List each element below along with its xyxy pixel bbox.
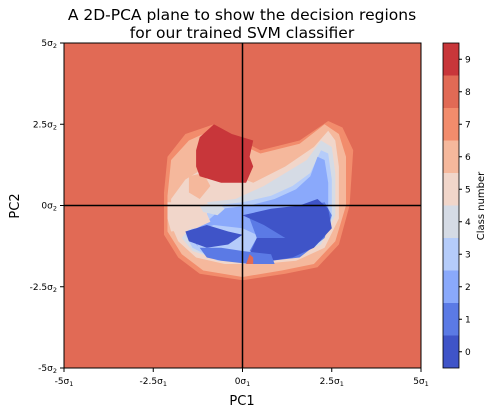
x-tick-label-2: 0σ1: [235, 377, 251, 388]
chart-title-line-2: for our trained SVM classifier: [130, 24, 355, 42]
decision-region-class-0-9: [185, 225, 243, 248]
plot-area: [63, 42, 422, 369]
x-tick-label-0: -5σ1: [55, 377, 74, 388]
y-tick-label-2: 0σ2: [41, 202, 57, 213]
decision-region-class-6-12: [188, 173, 211, 199]
decision-region-class-5-11: [167, 202, 211, 232]
decision-region-class-9-15: [196, 124, 254, 183]
colorbar-swatch-1: [443, 303, 459, 336]
decision-region-class-8-14: [246, 254, 254, 264]
colorbar-swatch-4: [443, 205, 459, 238]
y-axis: 5σ2 2.5σ2 0σ2 -2.5σ2 -5σ2: [30, 39, 64, 375]
colorbar-swatch-7: [443, 108, 459, 141]
colorbar-label: Class number: [476, 171, 487, 240]
x-tick-label-1: -2.5σ1: [140, 377, 167, 388]
colorbar-swatch-5: [443, 173, 459, 206]
colorbar-swatch-6: [443, 140, 459, 173]
colorbar-tick-label-9: 9: [465, 55, 471, 65]
chart-title-line-1: A 2D-PCA plane to show the decision regi…: [68, 6, 416, 24]
colorbar-tick-label-0: 0: [465, 348, 471, 358]
decision-region-class-1-10: [199, 247, 275, 264]
x-axis: -5σ1 -2.5σ1 0σ1 2.5σ1 5σ1: [55, 368, 429, 388]
colorbar-swatch-3: [443, 238, 459, 271]
colorbar-frame: [442, 42, 460, 369]
colorbar-swatch-0: [443, 335, 459, 368]
colorbar-tick-label-5: 5: [465, 185, 471, 195]
y-tick-label-3: -2.5σ2: [30, 283, 57, 294]
x-tick-label-4: 5σ1: [413, 377, 429, 388]
y-axis-label: PC2: [8, 193, 23, 218]
decision-region-class-0-8: [242, 199, 332, 261]
colorbar-tick-label-6: 6: [465, 153, 471, 163]
colorbar-tick-label-4: 4: [465, 218, 471, 228]
colorbar-tick-label-8: 8: [465, 88, 471, 98]
colorbar-tick-label-3: 3: [465, 250, 471, 260]
y-tick-label-4: -5σ2: [38, 364, 57, 375]
colorbar-tick-label-1: 1: [465, 315, 471, 325]
colorbar-swatch-2: [443, 270, 459, 303]
colorbar-tick-label-2: 2: [465, 283, 471, 293]
x-axis-label: PC1: [229, 394, 254, 409]
y-tick-label-0: 5σ2: [41, 39, 57, 50]
colorbar-swatch-8: [443, 75, 459, 108]
y-tick-label-1: 2.5σ2: [33, 120, 57, 131]
colorbar-tick-label-7: 7: [465, 120, 471, 130]
x-tick-label-3: 2.5σ1: [320, 377, 344, 388]
colorbar-swatch-9: [443, 43, 459, 76]
colorbar: 0 1 2 3 4 5 6 7 8 9: [442, 42, 471, 369]
